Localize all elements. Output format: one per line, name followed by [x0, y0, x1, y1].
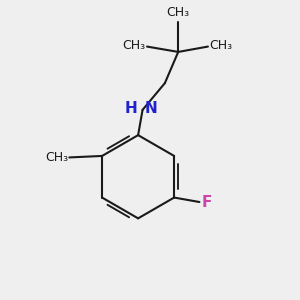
Text: CH₃: CH₃	[167, 6, 190, 19]
Text: N: N	[145, 101, 158, 116]
Text: CH₃: CH₃	[209, 39, 232, 52]
Text: H: H	[124, 101, 137, 116]
Text: F: F	[202, 194, 212, 209]
Text: CH₃: CH₃	[122, 39, 146, 52]
Text: CH₃: CH₃	[45, 151, 68, 164]
